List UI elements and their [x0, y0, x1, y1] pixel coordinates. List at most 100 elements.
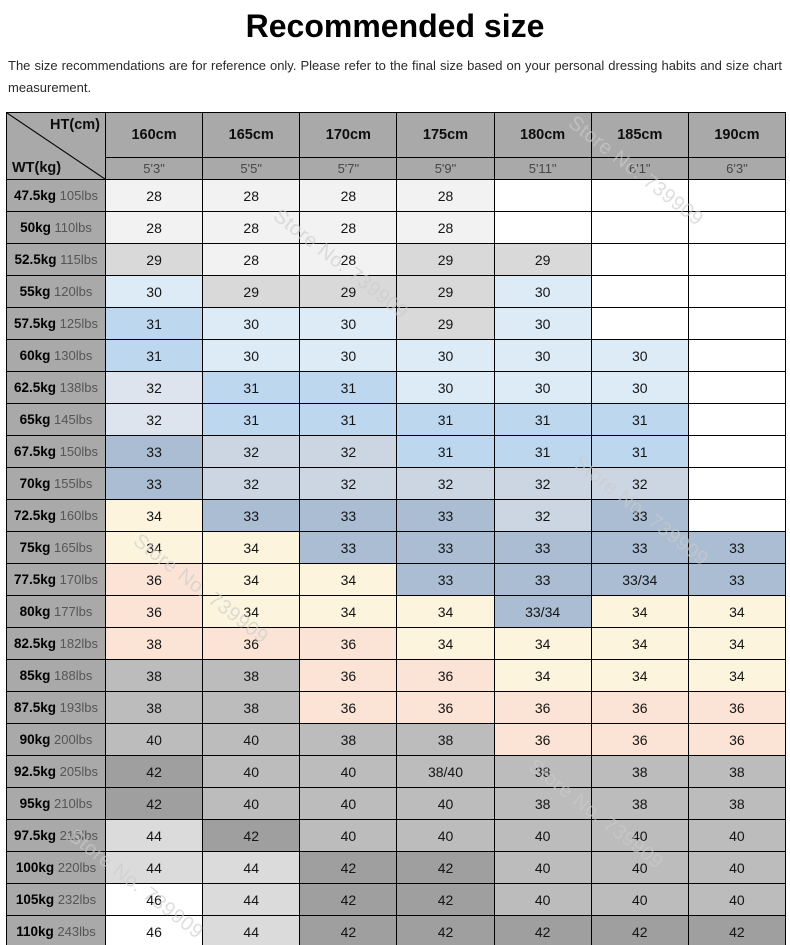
- empty-cell: [590, 275, 689, 309]
- table-row: 70kg 155lbs 33 32 32 32 32 32: [6, 467, 787, 501]
- size-cell: 31: [202, 403, 301, 437]
- table-header: HT(cm) WT(kg) 160cm 165cm 170cm 175cm 180cm 1…: [6, 112, 787, 181]
- table-row: 75kg 165lbs 34 34 33 33 33 33 33: [6, 531, 787, 565]
- empty-cell: [590, 307, 689, 341]
- size-cell: 34: [396, 627, 495, 661]
- size-cell: 40: [202, 723, 301, 757]
- weight-lbs: 200lbs: [50, 732, 93, 748]
- table-row: 67.5kg 150lbs 33 32 32 31 31 31: [6, 435, 787, 469]
- size-cell: 42: [104, 787, 204, 821]
- size-cell: 34: [590, 659, 689, 693]
- weight-lbs: 188lbs: [50, 668, 93, 684]
- table-row: 47.5kg 105lbs 28 28 28 28: [6, 179, 787, 213]
- weight-kg: 95kg: [19, 796, 51, 812]
- size-cell: 32: [493, 499, 592, 533]
- size-cell: 31: [493, 403, 592, 437]
- size-cell: 42: [299, 851, 398, 885]
- weight-kg: 97.5kg: [14, 828, 57, 844]
- size-cell: 40: [493, 819, 592, 853]
- size-cell: 28: [202, 243, 301, 277]
- size-cell: 31: [396, 435, 495, 469]
- weight-lbs: 138lbs: [56, 380, 98, 396]
- table-row: 90kg 200lbs 40 40 38 38 36 36 36: [6, 723, 787, 757]
- height-axis-label: HT(cm): [50, 117, 100, 134]
- size-cell: 36: [299, 627, 398, 661]
- size-cell: 44: [202, 851, 301, 885]
- size-cell: 38: [590, 755, 689, 789]
- weight-label: 90kg 200lbs: [6, 723, 106, 757]
- size-cell: 38: [299, 723, 398, 757]
- weight-kg: 110kg: [16, 924, 54, 940]
- size-cell: 29: [493, 243, 592, 277]
- table-row: 95kg 210lbs 42 40 40 40 38 38 38: [6, 787, 787, 821]
- weight-kg: 60kg: [19, 348, 51, 364]
- size-cell: 28: [202, 211, 301, 245]
- table-row: 85kg 188lbs 38 38 36 36 34 34 34: [6, 659, 787, 693]
- size-cell: 40: [202, 787, 301, 821]
- weight-label: 57.5kg 125lbs: [6, 307, 106, 341]
- size-cell: 40: [202, 755, 301, 789]
- size-cell: 33: [396, 499, 495, 533]
- corner-cell: HT(cm) WT(kg): [6, 112, 106, 181]
- size-cell: 32: [590, 467, 689, 501]
- weight-lbs: 150lbs: [56, 444, 98, 460]
- size-cell: 28: [396, 211, 495, 245]
- table-row: 100kg 220lbs 44 44 42 42 40 40 40: [6, 851, 787, 885]
- weight-label: 65kg 145lbs: [6, 403, 106, 437]
- size-cell: 38: [202, 691, 301, 725]
- size-cell: 33: [590, 499, 689, 533]
- size-cell: 34: [687, 627, 787, 661]
- table-row: 60kg 130lbs 31 30 30 30 30 30: [6, 339, 787, 373]
- size-cell: 32: [396, 467, 495, 501]
- size-cell: 34: [687, 595, 787, 629]
- size-cell: 34: [590, 627, 689, 661]
- size-cell: 38: [493, 755, 592, 789]
- weight-lbs: 160lbs: [56, 508, 98, 524]
- weight-kg: 92.5kg: [14, 764, 57, 780]
- size-cell: 33/34: [493, 595, 592, 629]
- diagonal-divider: [7, 113, 105, 179]
- weight-label: 77.5kg 170lbs: [6, 563, 106, 597]
- weight-label: 62.5kg 138lbs: [6, 371, 106, 405]
- size-cell: 40: [687, 883, 787, 917]
- size-cell: 38: [493, 787, 592, 821]
- weight-kg: 52.5kg: [14, 252, 57, 268]
- size-cell: 34: [493, 659, 592, 693]
- table-row: 50kg 110lbs 28 28 28 28: [6, 211, 787, 245]
- size-cell: 34: [104, 499, 204, 533]
- table-row: 62.5kg 138lbs 32 31 31 30 30 30: [6, 371, 787, 405]
- size-cell: 31: [202, 371, 301, 405]
- size-cell: 33: [396, 531, 495, 565]
- size-cell: 44: [202, 915, 301, 945]
- height-ft-header: 5'9": [396, 157, 495, 181]
- weight-label: 82.5kg 182lbs: [6, 627, 106, 661]
- size-cell: 30: [590, 371, 689, 405]
- size-cell: 33: [299, 499, 398, 533]
- weight-kg: 105kg: [15, 892, 55, 908]
- size-cell: 31: [104, 307, 204, 341]
- weight-lbs: 177lbs: [50, 604, 93, 620]
- weight-label: 52.5kg 115lbs: [6, 243, 106, 277]
- empty-cell: [687, 499, 787, 533]
- table-row: 92.5kg 205lbs 42 40 40 38/40 38 38 38: [6, 755, 787, 789]
- empty-cell: [687, 243, 787, 277]
- weight-kg: 85kg: [19, 668, 51, 684]
- table-row: 77.5kg 170lbs 36 34 34 33 33 33/34 33: [6, 563, 787, 597]
- size-cell: 31: [590, 435, 689, 469]
- weight-label: 70kg 155lbs: [6, 467, 106, 501]
- height-ft-header: 5'11": [493, 157, 592, 181]
- size-cell: 34: [202, 531, 301, 565]
- size-cell: 33/34: [590, 563, 689, 597]
- size-cell: 33: [299, 531, 398, 565]
- size-cell: 32: [202, 467, 301, 501]
- height-cm-header: 180cm: [493, 112, 592, 159]
- weight-kg: 70kg: [19, 476, 51, 492]
- weight-label: 110kg 243lbs: [6, 915, 106, 945]
- empty-cell: [687, 403, 787, 437]
- size-cell: 46: [104, 883, 204, 917]
- weight-kg: 77.5kg: [14, 572, 57, 588]
- size-cell: 46: [104, 915, 204, 945]
- height-ft-header: 5'7": [299, 157, 398, 181]
- weight-lbs: 220lbs: [54, 860, 97, 876]
- size-cell: 34: [493, 627, 592, 661]
